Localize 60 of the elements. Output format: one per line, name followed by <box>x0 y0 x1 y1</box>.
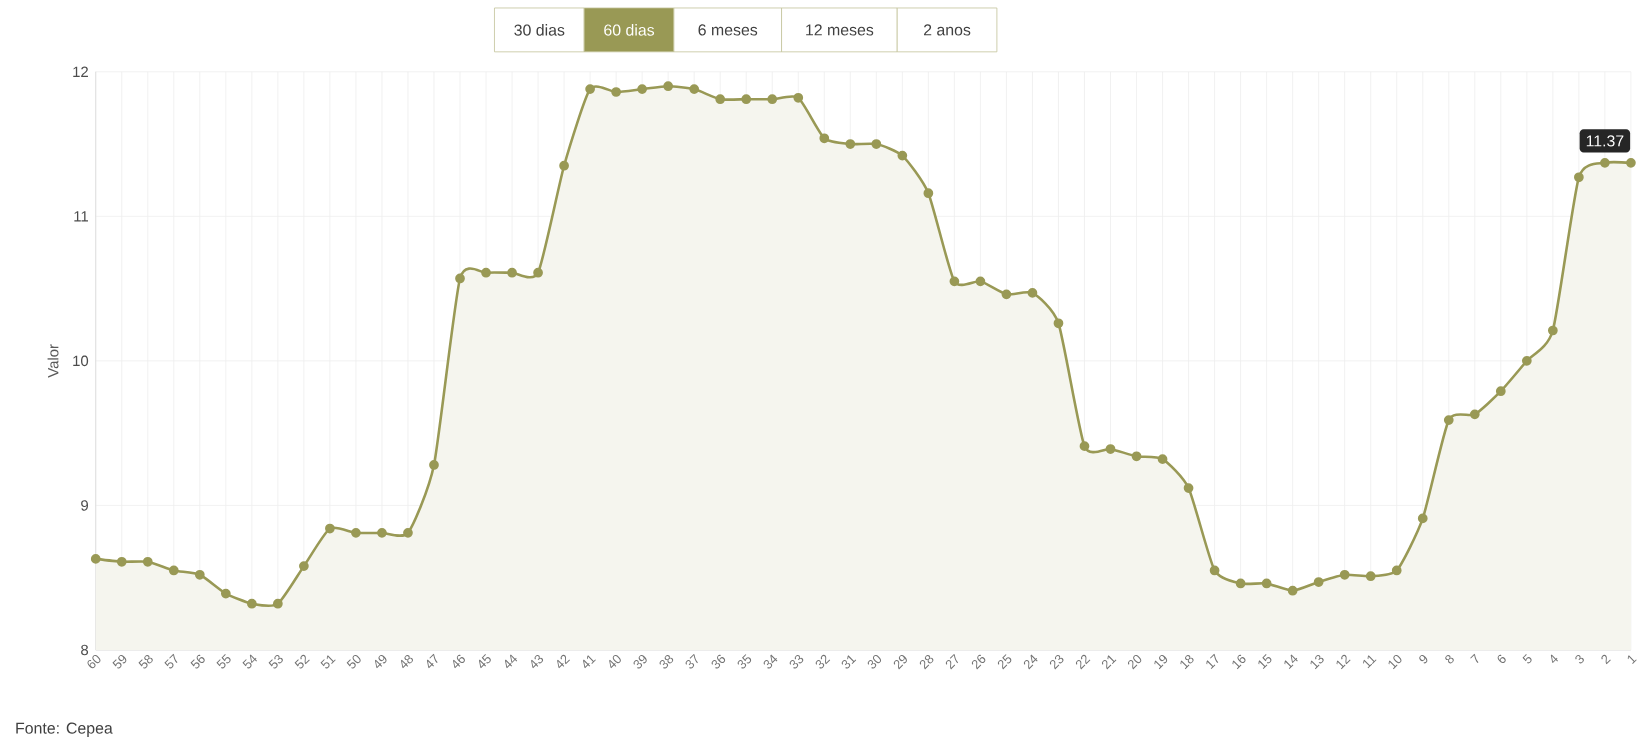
point <box>1391 565 1402 576</box>
point <box>1626 158 1636 168</box>
point <box>1547 325 1558 336</box>
point <box>1600 158 1610 168</box>
point <box>220 588 231 599</box>
point <box>377 528 387 538</box>
point <box>1313 577 1324 588</box>
point <box>1365 571 1376 582</box>
point <box>168 565 179 576</box>
point <box>1131 451 1142 462</box>
point <box>455 273 465 284</box>
point <box>533 267 543 278</box>
point <box>1339 570 1350 580</box>
point <box>481 267 491 278</box>
point <box>299 561 309 572</box>
point <box>767 94 778 105</box>
point <box>663 81 674 92</box>
point <box>793 93 804 103</box>
point <box>403 528 413 538</box>
point <box>1079 441 1090 452</box>
point <box>975 276 986 287</box>
point <box>1417 513 1428 524</box>
point <box>1287 585 1298 596</box>
point <box>611 87 621 98</box>
point <box>845 139 856 150</box>
point <box>1235 578 1246 589</box>
point <box>351 528 361 538</box>
point <box>871 139 882 150</box>
point <box>1053 318 1064 329</box>
point <box>923 188 934 199</box>
point <box>194 570 205 580</box>
point <box>689 84 700 95</box>
point <box>90 554 101 564</box>
point <box>429 460 439 470</box>
point <box>559 161 569 171</box>
point <box>585 84 595 95</box>
point <box>819 133 830 144</box>
point <box>1209 565 1220 576</box>
point <box>142 557 153 567</box>
point <box>741 94 752 105</box>
point <box>1574 172 1584 183</box>
point <box>1027 288 1038 298</box>
point <box>1105 444 1116 455</box>
point <box>325 523 335 534</box>
point <box>1495 386 1506 397</box>
point <box>715 94 726 105</box>
point <box>637 84 648 95</box>
point <box>1443 415 1454 426</box>
point <box>1261 578 1272 589</box>
point <box>246 598 257 609</box>
point <box>116 557 127 567</box>
point <box>949 276 960 287</box>
point <box>1469 409 1480 420</box>
point <box>273 598 283 609</box>
point <box>507 267 517 278</box>
point <box>1183 483 1194 494</box>
point <box>1001 289 1012 300</box>
point <box>897 150 908 161</box>
point <box>1157 454 1168 465</box>
point <box>1521 356 1532 366</box>
